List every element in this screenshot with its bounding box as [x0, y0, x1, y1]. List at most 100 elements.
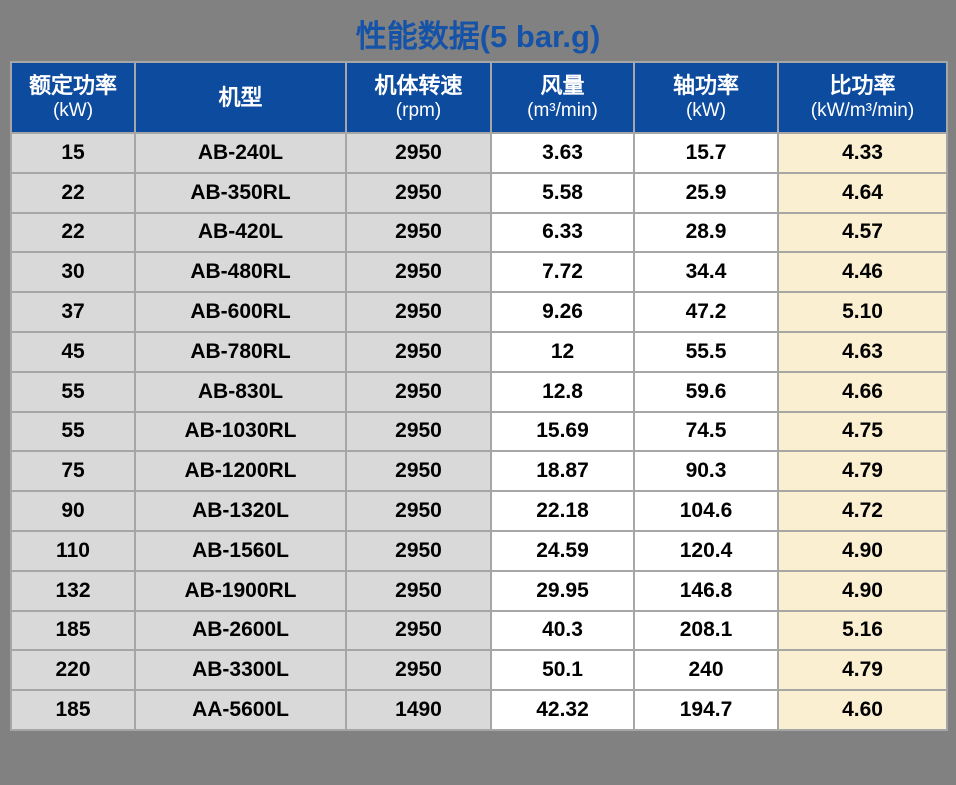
table-cell: 4.60	[777, 689, 948, 731]
table-cell: 15	[10, 132, 136, 174]
table-row: 132 AB-1900RL 2950 29.95 146.8 4.90	[10, 569, 948, 612]
table-cell: 4.64	[777, 171, 948, 214]
header-unit: (rpm)	[395, 99, 442, 121]
table-row: 110 AB-1560L 2950 24.59 120.4 4.90	[10, 529, 948, 572]
table-row: 55 AB-830L 2950 12.8 59.6 4.66	[10, 370, 948, 413]
table-row: 185 AB-2600L 2950 40.3 208.1 5.16	[10, 609, 948, 652]
table-cell: 4.72	[777, 490, 948, 532]
header-row: 额定功率 (kW) 机型 机体转速 (rpm) 风量 (m³/min) 轴功率 …	[10, 61, 948, 134]
table-cell: 5.10	[777, 291, 948, 333]
table-row: 90 AB-1320L 2950 22.18 104.6 4.72	[10, 490, 948, 532]
table-cell: 132	[10, 569, 136, 612]
table-cell: 55	[10, 410, 136, 453]
table-cell: 185	[10, 689, 136, 731]
table-cell: 120.4	[633, 529, 779, 572]
table-cell: 2950	[345, 450, 492, 493]
table-cell: 2950	[345, 569, 492, 612]
table-cell: 7.72	[490, 251, 635, 294]
table-cell: 74.5	[633, 410, 779, 453]
table-cell: 90.3	[633, 450, 779, 493]
header-specific-power: 比功率 (kW/m³/min)	[777, 61, 948, 134]
header-label: 风量	[540, 73, 585, 99]
table-cell: AB-3300L	[134, 649, 347, 692]
header-air-flow: 风量 (m³/min)	[490, 61, 635, 134]
table-cell: 4.79	[777, 450, 948, 493]
table-cell: 50.1	[490, 649, 635, 692]
table-cell: 5.58	[490, 171, 635, 214]
table-cell: 2950	[345, 251, 492, 294]
header-label: 机体转速	[374, 73, 463, 99]
table-cell: 1490	[345, 689, 492, 731]
table-cell: 2950	[345, 330, 492, 373]
table-cell: 22	[10, 211, 136, 254]
table-cell: AB-1320L	[134, 490, 347, 532]
table-cell: AB-1200RL	[134, 450, 347, 493]
table-cell: 4.46	[777, 251, 948, 294]
table-cell: AB-1900RL	[134, 569, 347, 612]
table-cell: 55	[10, 370, 136, 413]
table-cell: 194.7	[633, 689, 779, 731]
table-cell: 59.6	[633, 370, 779, 413]
table-body: 15 AB-240L 2950 3.63 15.7 4.33 22 AB-350RL 2950 5…	[10, 132, 948, 731]
table-cell: 4.90	[777, 569, 948, 612]
table-cell: AB-2600L	[134, 609, 347, 652]
header-unit: (kW/m³/min)	[810, 99, 915, 121]
table-cell: 24.59	[490, 529, 635, 572]
table-cell: 12.8	[490, 370, 635, 413]
header-shaft-power: 轴功率 (kW)	[633, 61, 779, 134]
table-cell: AA-5600L	[134, 689, 347, 731]
table-row: 22 AB-350RL 2950 5.58 25.9 4.64	[10, 171, 948, 214]
table-cell: 208.1	[633, 609, 779, 652]
table-row: 15 AB-240L 2950 3.63 15.7 4.33	[10, 132, 948, 174]
table-cell: 2950	[345, 410, 492, 453]
header-unit: (kW)	[52, 99, 94, 121]
table-cell: AB-1560L	[134, 529, 347, 572]
table-cell: AB-240L	[134, 132, 347, 174]
table-row: 185 AA-5600L 1490 42.32 194.7 4.60	[10, 689, 948, 731]
table-cell: 146.8	[633, 569, 779, 612]
table-cell: AB-1030RL	[134, 410, 347, 453]
header-label: 机型	[218, 84, 263, 110]
table-cell: AB-780RL	[134, 330, 347, 373]
table-cell: 110	[10, 529, 136, 572]
table-cell: 4.63	[777, 330, 948, 373]
header-model: 机型	[134, 61, 347, 134]
table-cell: 104.6	[633, 490, 779, 532]
table-cell: 18.87	[490, 450, 635, 493]
table-cell: 45	[10, 330, 136, 373]
table-cell: 5.16	[777, 609, 948, 652]
table-cell: 40.3	[490, 609, 635, 652]
table-cell: 2950	[345, 132, 492, 174]
table-row: 22 AB-420L 2950 6.33 28.9 4.57	[10, 211, 948, 254]
table-cell: 12	[490, 330, 635, 373]
performance-table: 额定功率 (kW) 机型 机体转速 (rpm) 风量 (m³/min) 轴功率 …	[10, 61, 948, 731]
table-row: 55 AB-1030RL 2950 15.69 74.5 4.75	[10, 410, 948, 453]
table-cell: AB-350RL	[134, 171, 347, 214]
table-cell: AB-480RL	[134, 251, 347, 294]
table-row: 37 AB-600RL 2950 9.26 47.2 5.10	[10, 291, 948, 333]
table-cell: 2950	[345, 171, 492, 214]
table-cell: 15.69	[490, 410, 635, 453]
table-cell: 4.66	[777, 370, 948, 413]
table-cell: 3.63	[490, 132, 635, 174]
table-cell: 2950	[345, 609, 492, 652]
table-cell: 42.32	[490, 689, 635, 731]
page-title: 性能数据(5 bar.g)	[355, 19, 601, 54]
table-cell: AB-830L	[134, 370, 347, 413]
table-cell: 6.33	[490, 211, 635, 254]
header-label: 比功率	[829, 73, 896, 99]
table-cell: 240	[633, 649, 779, 692]
table-cell: 29.95	[490, 569, 635, 612]
table-cell: 4.75	[777, 410, 948, 453]
header-label: 额定功率	[28, 73, 117, 99]
table-cell: 2950	[345, 529, 492, 572]
table-cell: 220	[10, 649, 136, 692]
table-cell: 2950	[345, 291, 492, 333]
table-cell: 4.33	[777, 132, 948, 174]
table-cell: 2950	[345, 370, 492, 413]
header-unit: (m³/min)	[527, 99, 598, 121]
table-cell: 185	[10, 609, 136, 652]
table-cell: 34.4	[633, 251, 779, 294]
table-cell: 55.5	[633, 330, 779, 373]
table-cell: 30	[10, 251, 136, 294]
